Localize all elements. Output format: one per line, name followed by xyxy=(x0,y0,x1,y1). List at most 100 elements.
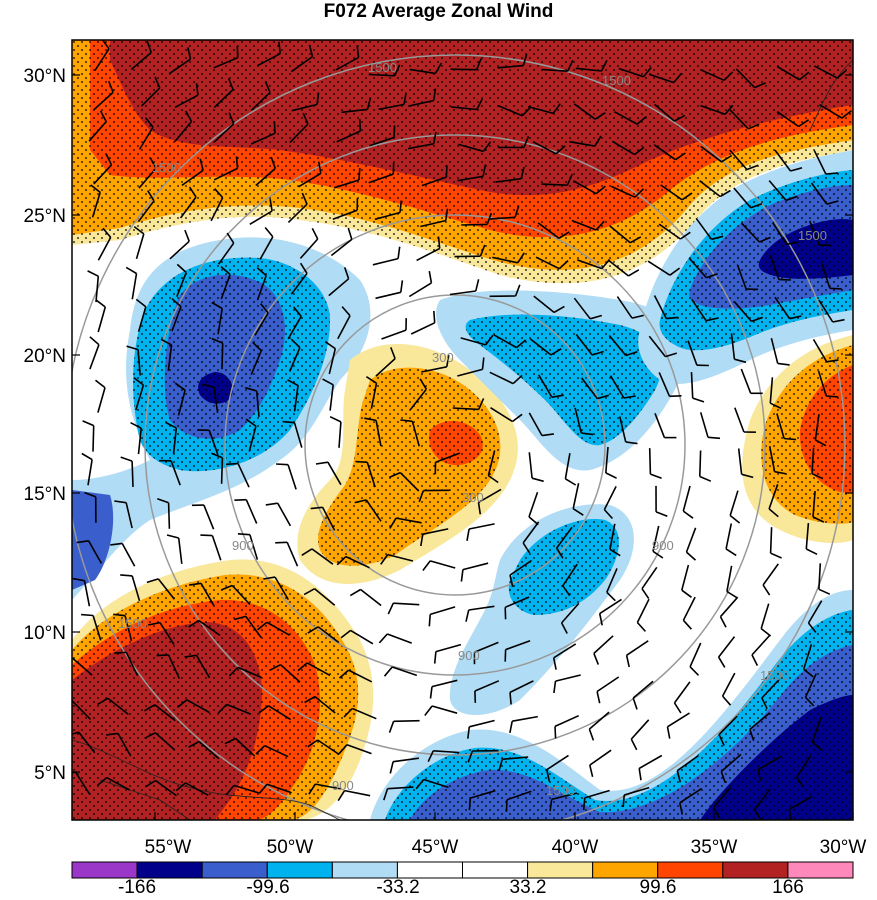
wind-barb-shaft xyxy=(814,413,820,441)
wind-barb-flag xyxy=(630,738,638,751)
wind-barb-flag xyxy=(310,506,323,510)
wind-barb-flag xyxy=(522,542,531,554)
wind-barb-flag xyxy=(171,298,182,308)
colorbar-swatch xyxy=(527,861,594,879)
wind-barb-flag xyxy=(144,779,156,788)
wind-barb-flag xyxy=(642,66,652,78)
wind-barb-flag xyxy=(105,732,119,736)
wind-barb-flag xyxy=(675,152,686,161)
wind-barb-flag xyxy=(512,413,523,423)
wind-barb-shaft xyxy=(154,704,176,722)
wind-barb-flag xyxy=(422,560,431,571)
wind-barb-flag xyxy=(747,123,760,130)
wind-barb-flag xyxy=(641,588,650,600)
wind-barb-shaft xyxy=(256,275,267,301)
wind-barb-shaft xyxy=(344,789,371,797)
wind-barb-shaft xyxy=(264,744,289,758)
wind-barb-flag xyxy=(388,721,395,733)
wind-barb-shaft xyxy=(804,673,817,698)
wind-barb-flag xyxy=(807,622,817,633)
wind-barb-flag xyxy=(589,764,594,777)
wind-barb-shaft xyxy=(255,390,260,417)
wind-barb-shaft xyxy=(135,384,145,411)
wind-barb-shaft xyxy=(299,238,319,259)
wind-barb-shaft xyxy=(609,375,625,399)
wind-barb-shaft xyxy=(154,732,176,751)
wind-barb-flag xyxy=(805,548,818,556)
wind-barb-flag xyxy=(761,697,768,710)
wind-barb-shaft xyxy=(636,598,650,623)
wind-barb-flag xyxy=(184,229,190,242)
wind-barb-flag xyxy=(826,200,839,205)
wind-barb-shaft xyxy=(140,87,161,107)
wind-barb-flag xyxy=(400,280,404,293)
wind-barb-flag xyxy=(303,588,315,596)
wind-barb-shaft xyxy=(208,430,219,456)
wind-barb-shaft xyxy=(315,783,341,790)
wind-barb-shaft xyxy=(213,167,238,181)
wind-barb-flag xyxy=(522,53,528,66)
wind-barb-flag xyxy=(299,262,308,274)
wind-barb-shaft xyxy=(681,564,690,591)
lat-tick-label: 5°N xyxy=(34,763,66,784)
wind-barb-flag xyxy=(729,514,741,524)
wind-barb-shaft xyxy=(512,715,538,722)
wind-barb-shaft xyxy=(74,771,91,795)
wind-barb-flag xyxy=(553,305,565,314)
wind-barb-shaft xyxy=(699,180,721,198)
wind-barb-shaft xyxy=(431,705,458,714)
wind-barb-shaft xyxy=(248,425,257,452)
wind-barb-flag xyxy=(276,463,289,466)
wind-barb-shaft xyxy=(375,291,401,300)
wind-barb-flag xyxy=(146,40,152,53)
wind-barb-shaft xyxy=(603,486,617,510)
wind-barb-shaft xyxy=(287,315,302,340)
wind-barb-flag xyxy=(200,534,213,537)
colorbar-label: -33.2 xyxy=(376,877,419,898)
wind-barb-flag xyxy=(76,540,89,544)
wind-barb-flag xyxy=(551,394,564,398)
wind-barb-flag xyxy=(87,270,99,277)
wind-barb-shaft xyxy=(317,739,340,756)
wind-barb-shaft xyxy=(599,598,622,615)
wind-barb-flag xyxy=(308,44,314,57)
wind-barb-shaft xyxy=(408,99,434,107)
wind-barb-shaft xyxy=(280,664,301,683)
wind-barb-shaft xyxy=(575,67,602,72)
wind-barb-shaft xyxy=(95,276,100,303)
wind-barb-flag xyxy=(553,680,557,694)
wind-barb-flag xyxy=(315,461,329,465)
wind-barb-shaft xyxy=(736,264,747,290)
wind-barb-flag xyxy=(255,745,266,755)
wind-barb-shaft xyxy=(769,254,780,280)
wind-barb-shaft xyxy=(487,450,496,476)
wind-barb-shaft xyxy=(378,103,405,111)
wind-barb-shaft xyxy=(589,749,612,766)
wind-barb-flag xyxy=(706,272,718,279)
colorbar xyxy=(71,861,854,879)
wind-barb-flag xyxy=(263,576,276,580)
wind-barb-flag xyxy=(72,657,73,660)
wind-barb-shaft xyxy=(350,629,374,645)
wind-barb-shaft xyxy=(802,644,813,670)
wind-barb-shaft xyxy=(450,68,477,71)
wind-barb-shaft xyxy=(537,374,553,398)
wind-barbs xyxy=(72,40,852,820)
wind-barb-shaft xyxy=(387,786,414,790)
wind-barb-shaft xyxy=(618,67,644,78)
wind-barb-flag xyxy=(188,740,200,748)
wind-barb-flag xyxy=(634,188,645,198)
wind-barb-shaft xyxy=(478,488,502,504)
wind-barb-flag xyxy=(234,498,247,501)
wind-barb-flag xyxy=(227,78,234,90)
wind-barb-flag xyxy=(468,798,472,811)
wind-barb-shaft xyxy=(317,626,340,644)
wind-barb-flag xyxy=(120,456,133,462)
contour-label: 1500 xyxy=(602,73,631,88)
wind-barb-shaft xyxy=(83,580,91,607)
wind-barb-flag xyxy=(343,267,350,280)
wind-barb-flag xyxy=(673,72,683,84)
wind-barb-shaft xyxy=(720,753,742,773)
wind-barb-flag xyxy=(428,614,431,627)
wind-barb-shaft xyxy=(138,126,154,150)
